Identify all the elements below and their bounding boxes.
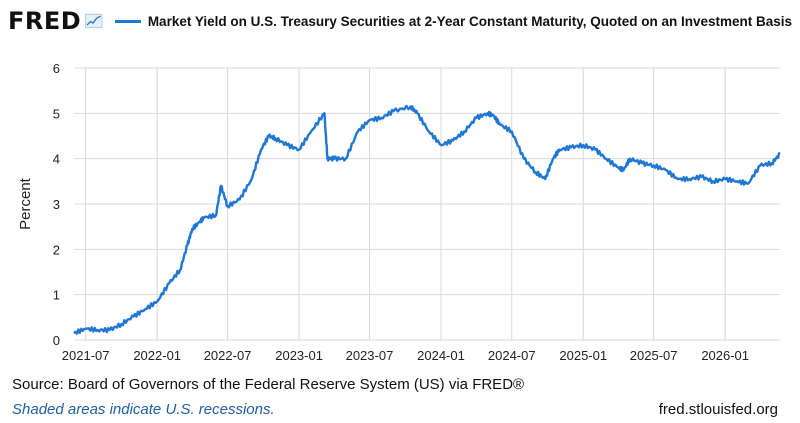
x-axis-ticks: 2021-07 2022-01 2022-07 2023-01 2023-07 2024-… <box>62 348 749 363</box>
source-text: Source: Board of Governors of the Federa… <box>12 376 524 393</box>
x-tick-label: 2026-01 <box>701 348 749 363</box>
header: FRED Market Yield on U.S. Treasury Secur… <box>8 6 792 36</box>
grid <box>74 67 780 341</box>
x-tick-label: 2023-01 <box>275 348 323 363</box>
x-tick-label: 2022-07 <box>204 348 252 363</box>
series-line[interactable] <box>73 104 781 335</box>
y-tick-label: 6 <box>53 61 60 76</box>
x-tick-label: 2025-01 <box>559 348 607 363</box>
x-tick-label: 2021-07 <box>62 348 110 363</box>
fred-logo[interactable]: FRED <box>8 7 82 35</box>
legend-label[interactable]: Market Yield on U.S. Treasury Securities… <box>147 13 792 29</box>
y-tick-label: 5 <box>53 106 60 121</box>
legend-swatch <box>114 19 141 23</box>
x-tick-label: 2025-07 <box>630 348 678 363</box>
y-axis-ticks: 0 1 2 3 4 5 6 <box>53 61 60 348</box>
fred-url-link[interactable]: fred.stlouisfed.org <box>658 401 778 418</box>
legend: Market Yield on U.S. Treasury Securities… <box>114 13 792 29</box>
line-chart-icon <box>85 13 103 29</box>
y-tick-label: 3 <box>53 197 60 212</box>
x-tick-label: 2023-07 <box>346 348 394 363</box>
y-tick-label: 4 <box>53 152 60 167</box>
x-tick-label: 2024-07 <box>488 348 536 363</box>
recession-note: Shaded areas indicate U.S. recessions. <box>12 401 275 418</box>
source-mark: ® <box>513 376 525 393</box>
y-tick-label: 1 <box>53 288 60 303</box>
x-tick-label: 2022-01 <box>133 348 181 363</box>
y-tick-label: 2 <box>53 242 60 257</box>
y-tick-label: 0 <box>53 333 60 348</box>
source-label: Source: Board of Governors of the Federa… <box>12 376 514 393</box>
y-axis-label: Percent <box>17 177 34 230</box>
x-tick-label: 2024-01 <box>417 348 465 363</box>
chart: 0 1 2 3 4 5 6 2021-07 2022-01 2022-07 2023-01 2023… <box>17 61 781 363</box>
